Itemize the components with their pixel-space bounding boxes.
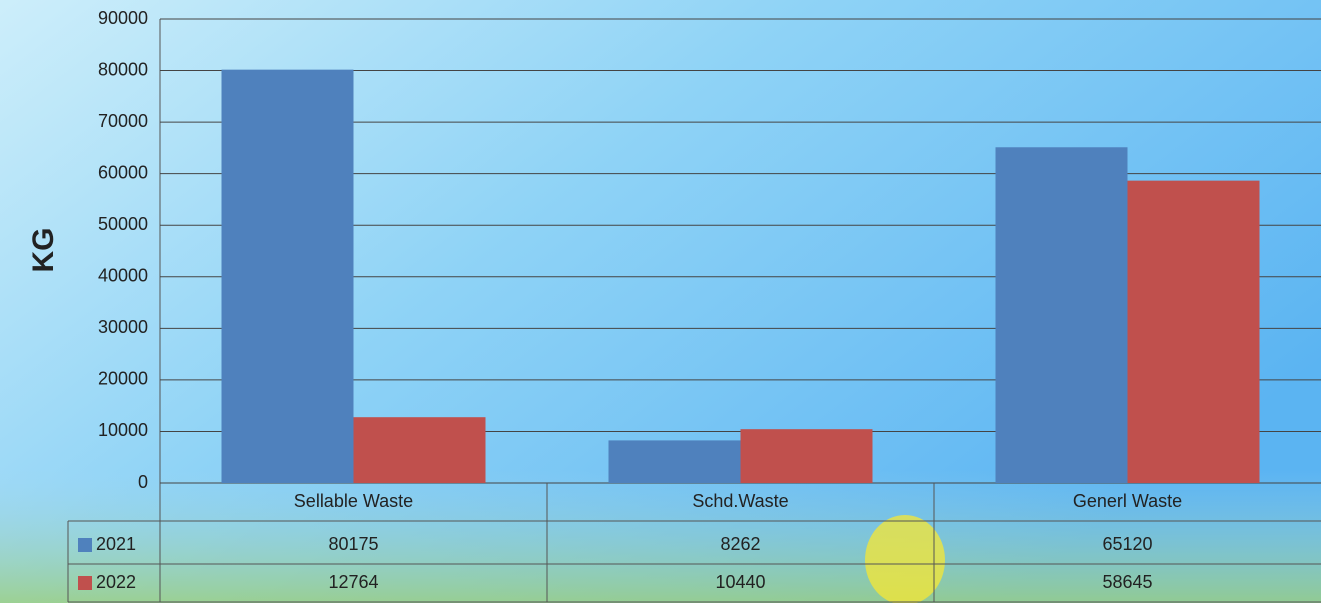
bar	[996, 147, 1128, 483]
legend-swatch	[78, 538, 92, 552]
bar	[609, 440, 741, 483]
legend-label: 2022	[96, 572, 136, 592]
x-tick-label: Generl Waste	[1073, 491, 1182, 511]
y-tick-label: 30000	[98, 317, 148, 337]
table-value: 8262	[720, 534, 760, 554]
flower	[865, 515, 945, 603]
bar	[354, 417, 486, 483]
bar	[1128, 181, 1260, 483]
table-value: 65120	[1102, 534, 1152, 554]
x-tick-label: Schd.Waste	[692, 491, 788, 511]
y-tick-label: 10000	[98, 420, 148, 440]
table-value: 58645	[1102, 572, 1152, 592]
y-tick-label: 90000	[98, 8, 148, 28]
y-axis-label: KG	[27, 228, 60, 273]
bar	[741, 429, 873, 483]
y-tick-label: 0	[138, 472, 148, 492]
y-tick-label: 20000	[98, 369, 148, 389]
table-value: 10440	[715, 572, 765, 592]
x-tick-label: Sellable Waste	[294, 491, 413, 511]
y-tick-label: 40000	[98, 266, 148, 286]
table-value: 12764	[328, 572, 378, 592]
legend-swatch	[78, 576, 92, 590]
legend-label: 2021	[96, 534, 136, 554]
bar	[222, 70, 354, 483]
table-value: 80175	[328, 534, 378, 554]
y-tick-label: 70000	[98, 111, 148, 131]
y-tick-label: 50000	[98, 214, 148, 234]
y-tick-label: 60000	[98, 162, 148, 182]
chart: KG 0 10000 20000 30000 40000 50000 60000 70000 8…	[0, 0, 1321, 603]
y-tick-label: 80000	[98, 59, 148, 79]
